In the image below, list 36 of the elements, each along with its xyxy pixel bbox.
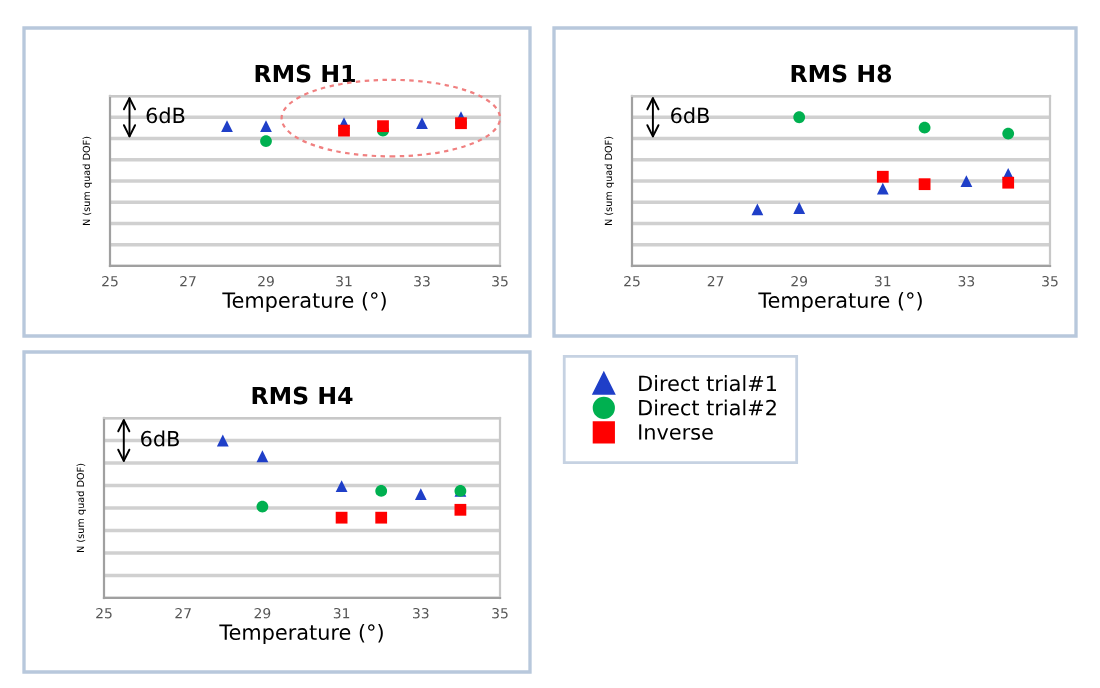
point [260, 135, 272, 147]
point [375, 485, 388, 497]
x-axis-title: Temperature (°) [219, 623, 383, 645]
point [256, 450, 269, 463]
legend-label: Direct trial#1 [639, 375, 777, 392]
x-axis-title: Temperature (°) [222, 291, 386, 313]
point [338, 124, 350, 137]
annotation: 6dB [671, 107, 709, 124]
point [793, 111, 806, 124]
x-axis-title: Temperature (°) [758, 291, 922, 313]
point [454, 503, 467, 516]
point [335, 511, 348, 524]
point [876, 182, 889, 195]
chart-title: RMS H1 [255, 64, 355, 83]
point [221, 120, 233, 133]
annotation: 6dB [146, 107, 185, 124]
point [260, 120, 272, 133]
point [256, 500, 269, 513]
legend-label: Inverse [639, 424, 713, 440]
point [876, 170, 889, 183]
point [751, 203, 764, 216]
point [918, 178, 931, 191]
point [216, 434, 229, 447]
legend-label: Direct trial#2 [639, 399, 776, 416]
point [960, 175, 973, 188]
point [335, 480, 348, 493]
point [793, 202, 806, 214]
point [416, 117, 428, 130]
chart-title: RMS H4 [252, 386, 353, 405]
point [375, 511, 388, 524]
point [414, 488, 427, 500]
point [1002, 176, 1015, 189]
point [918, 121, 931, 134]
chart-title: RMS H8 [791, 64, 892, 83]
annotation: 6dB [141, 430, 179, 447]
point [1002, 127, 1015, 140]
